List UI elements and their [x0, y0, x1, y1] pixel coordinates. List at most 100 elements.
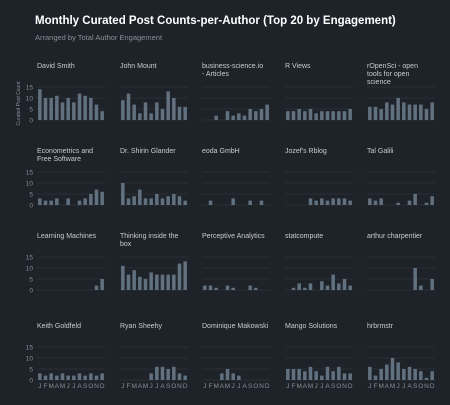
y-tick-label: 5	[29, 366, 33, 373]
bar	[342, 373, 347, 380]
bar	[368, 198, 372, 205]
bar	[143, 102, 148, 120]
bar	[166, 196, 170, 205]
panel-title: Learning Machines	[37, 233, 97, 240]
bar	[297, 109, 301, 120]
bar	[100, 111, 104, 120]
bar	[166, 369, 170, 380]
x-tick-label: J	[203, 383, 206, 390]
bar	[368, 366, 372, 380]
bar	[43, 98, 48, 120]
bar	[132, 104, 136, 120]
bar	[259, 109, 264, 120]
x-tick-label: M	[378, 383, 383, 390]
panel-title: R Views	[285, 63, 311, 70]
y-tick-label: 10	[26, 180, 34, 187]
x-tick-label: F	[374, 383, 378, 390]
x-tick-label: S	[83, 383, 88, 390]
x-tick-label: J	[320, 383, 323, 390]
bar	[126, 93, 131, 120]
bar	[183, 261, 187, 290]
bar	[172, 366, 176, 380]
bar	[303, 371, 307, 380]
bar	[407, 366, 412, 380]
bar	[121, 183, 125, 205]
panel-title: Dr. Shirin Glander	[120, 148, 176, 155]
bar	[337, 283, 341, 290]
bar	[49, 98, 53, 120]
y-tick-label: 10	[26, 355, 34, 362]
panel-title: eoda GmbH	[202, 148, 240, 155]
bar	[55, 95, 59, 120]
bar	[419, 285, 423, 290]
x-tick-label: O	[418, 383, 423, 390]
bar	[183, 200, 187, 205]
bar	[265, 104, 269, 120]
bar	[379, 369, 383, 380]
bar	[396, 202, 400, 205]
bar	[348, 373, 352, 380]
bar	[402, 369, 406, 380]
chart-title: Monthly Curated Post Counts-per-Author (…	[35, 15, 396, 27]
panel-title: Jozef's Rblog	[285, 148, 327, 155]
x-tick-label: N	[342, 383, 347, 390]
bar	[138, 113, 142, 120]
bar	[77, 200, 82, 205]
bar	[121, 100, 125, 120]
bar	[373, 375, 378, 380]
bar	[430, 196, 434, 205]
x-tick-label: S	[331, 383, 336, 390]
bar	[220, 373, 224, 380]
y-tick-label: 15	[26, 84, 34, 91]
x-tick-label: D	[183, 383, 188, 390]
bar	[177, 106, 182, 120]
bar	[55, 375, 59, 380]
panel-title: rOpenSci - open tools for open science	[367, 63, 418, 86]
bar	[242, 115, 247, 120]
bar	[348, 200, 352, 205]
bar	[83, 375, 87, 380]
x-tick-label: D	[348, 383, 353, 390]
bar	[373, 200, 378, 205]
bar	[342, 111, 347, 120]
bar	[94, 104, 99, 120]
x-tick-label: J	[286, 383, 289, 390]
x-tick-label: J	[397, 383, 400, 390]
bar	[248, 200, 252, 205]
x-tick-label: N	[177, 383, 182, 390]
x-tick-label: M	[60, 383, 65, 390]
bar	[373, 106, 378, 120]
x-tick-label: M	[143, 383, 148, 390]
bar	[314, 200, 318, 205]
bar	[407, 104, 412, 120]
bar	[43, 200, 48, 205]
x-tick-label: J	[237, 383, 240, 390]
bar	[237, 375, 241, 380]
x-tick-label: F	[127, 383, 131, 390]
bar	[337, 198, 341, 205]
bar	[183, 375, 187, 380]
bar	[424, 109, 429, 120]
panel-title: Dominique Makowski	[202, 323, 269, 330]
bar	[83, 95, 87, 120]
bar	[89, 98, 93, 120]
bar	[60, 102, 65, 120]
x-tick-label: J	[232, 383, 235, 390]
panel-title: Ryan Sheehy	[120, 323, 163, 330]
bar	[66, 375, 70, 380]
bar	[160, 366, 165, 380]
y-tick-label: 5	[29, 106, 33, 113]
bar	[138, 189, 142, 205]
x-tick-label: J	[72, 383, 75, 390]
bar	[49, 200, 53, 205]
bar	[407, 200, 412, 205]
panel-title: Tal Galili	[367, 148, 394, 155]
y-tick-label: 15	[26, 169, 34, 176]
bar	[348, 109, 352, 120]
bar	[55, 198, 59, 205]
bar	[413, 268, 417, 290]
bar	[126, 274, 131, 290]
bar	[166, 274, 170, 290]
bar	[100, 279, 104, 290]
bar	[291, 111, 296, 120]
